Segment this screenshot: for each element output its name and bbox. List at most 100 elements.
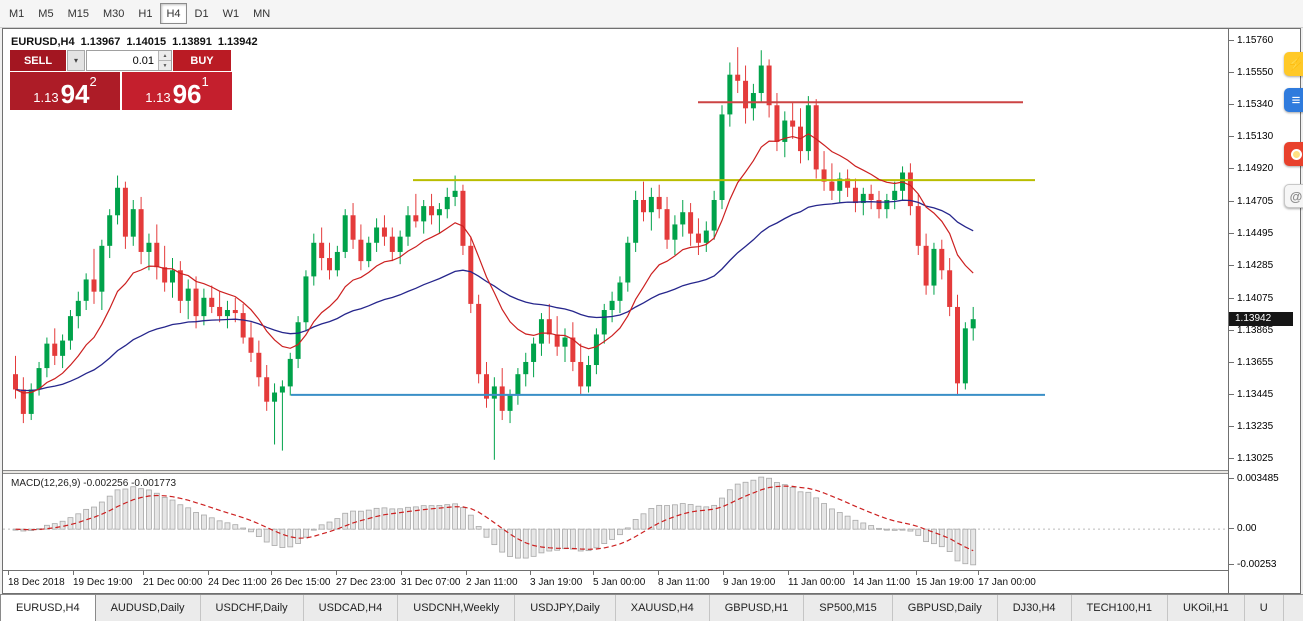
time-tick <box>73 571 74 575</box>
volume-input[interactable] <box>87 51 158 70</box>
tab-usdjpy-daily[interactable]: USDJPY,Daily <box>515 595 616 621</box>
timeframe-button-h1[interactable]: H1 <box>138 7 153 20</box>
tab-eurusd-h4[interactable]: EURUSD,H4 <box>0 595 96 621</box>
price-axis-label: 1.14920 <box>1228 163 1274 175</box>
ohlc-header: EURUSD,H4 1.13967 1.14015 1.13891 1.13942 <box>11 36 264 48</box>
price-axis-label: 1.14495 <box>1228 228 1274 240</box>
time-tick <box>466 571 467 575</box>
tab-gbpusd-h1[interactable]: GBPUSD,H1 <box>710 595 805 621</box>
timeframe-button-mn[interactable]: MN <box>253 7 271 20</box>
open-value: 1.13967 <box>80 36 121 48</box>
time-axis-label: 18 Dec 2018 <box>8 577 65 588</box>
candlesticks <box>13 47 976 460</box>
sell-price-box[interactable]: 1.13 94 2 <box>10 72 120 110</box>
sell-price-big: 94 <box>60 78 90 109</box>
symbol-tab-bar: EURUSD,H4 AUDUSD,Daily USDCHF,Daily USDCAD,… <box>0 594 1303 621</box>
time-axis-label: 21 Dec 00:00 <box>143 577 203 588</box>
time-tick <box>271 571 272 575</box>
sell-price-prefix: 1.13 <box>33 90 59 106</box>
time-tick <box>658 571 659 575</box>
macd-panel[interactable] <box>3 474 1228 570</box>
timeframe-button-m5[interactable]: M5 <box>38 7 54 20</box>
price-axis-label: 1.13865 <box>1228 324 1274 336</box>
time-tick <box>593 571 594 575</box>
tab-usdcad-h4[interactable]: USDCAD,H4 <box>304 595 399 621</box>
time-axis-label: 31 Dec 07:00 <box>401 577 461 588</box>
price-axis[interactable]: 1.13942 1.15760 1.15550 1.15340 1.15130 1.14… <box>1228 29 1300 593</box>
tab-dj30-h4[interactable]: DJ30,H4 <box>998 595 1072 621</box>
horizontal-lines <box>291 101 1045 396</box>
time-tick <box>336 571 337 575</box>
timeframe-button-w1[interactable]: W1 <box>222 7 240 20</box>
list-icon[interactable]: ≡ <box>1284 88 1303 112</box>
buy-price-big: 96 <box>172 78 202 109</box>
timeframe-button-d1[interactable]: D1 <box>194 7 209 20</box>
timeframe-toolbar: M1 M5 M15 M30 H1 H4 D1 W1 MN <box>0 0 1303 28</box>
time-tick <box>530 571 531 575</box>
price-axis-label: 1.15550 <box>1228 67 1274 79</box>
chevron-down-icon: ▾ <box>73 56 78 65</box>
tab-u[interactable]: U <box>1245 595 1284 621</box>
order-options-dropdown[interactable]: ▾ <box>67 50 85 71</box>
time-tick <box>978 571 979 575</box>
eye-icon[interactable] <box>1284 142 1303 166</box>
time-axis[interactable]: 18 Dec 2018 19 Dec 19:00 21 Dec 00:00 24 De… <box>3 570 1300 593</box>
tab-sp500-m15[interactable]: SP500,M15 <box>804 595 893 621</box>
ma-slow-line <box>15 199 974 392</box>
close-value: 1.13942 <box>217 36 258 48</box>
time-axis-label: 3 Jan 19:00 <box>530 577 583 588</box>
time-tick <box>8 571 9 575</box>
time-axis-label: 9 Jan 19:00 <box>723 577 776 588</box>
tab-xauusd-h4[interactable]: XAUUSD,H4 <box>616 595 710 621</box>
panel-splitter[interactable] <box>3 470 1300 474</box>
time-tick <box>723 571 724 575</box>
buy-price-sup: 1 <box>201 74 209 89</box>
timeframe-button-m30[interactable]: M30 <box>102 7 125 20</box>
macd-axis-label: 0.003485 <box>1229 473 1279 485</box>
time-axis-label: 19 Dec 19:00 <box>73 577 133 588</box>
buy-price-box[interactable]: 1.13 96 1 <box>122 72 232 110</box>
chart-area: EURUSD,H4 1.13967 1.14015 1.13891 1.13942 SE… <box>2 28 1301 594</box>
time-tick <box>143 571 144 575</box>
macd-indicator-label: MACD(12,26,9) -0.002256 -0.001773 <box>11 478 177 489</box>
time-axis-label: 11 Jan 00:00 <box>788 577 846 588</box>
tab-gbpusd-daily[interactable]: GBPUSD,Daily <box>893 595 998 621</box>
time-axis-label: 15 Jan 19:00 <box>916 577 974 588</box>
high-value: 1.14015 <box>126 36 167 48</box>
time-axis-label: 8 Jan 11:00 <box>658 577 710 588</box>
symbol-label: EURUSD,H4 <box>11 36 75 48</box>
price-axis-label: 1.13025 <box>1228 452 1274 464</box>
main-chart[interactable] <box>3 29 1228 470</box>
price-axis-label: 1.15130 <box>1228 131 1274 143</box>
time-axis-label: 14 Jan 11:00 <box>853 577 911 588</box>
time-axis-label: 2 Jan 11:00 <box>466 577 518 588</box>
volume-box: ▲ ▼ <box>86 50 172 71</box>
volume-up-icon[interactable]: ▲ <box>159 51 171 60</box>
sell-button[interactable]: SELL <box>10 50 66 71</box>
lightning-icon[interactable]: ⚡ <box>1284 52 1303 76</box>
current-price-badge: 1.13942 <box>1229 311 1293 326</box>
timeframe-button-m1[interactable]: M1 <box>9 7 25 20</box>
time-tick <box>916 571 917 575</box>
macd-axis-label: -0.00253 <box>1228 559 1277 571</box>
timeframe-button-h4[interactable]: H4 <box>160 3 187 24</box>
time-axis-label: 5 Jan 00:00 <box>593 577 646 588</box>
tab-usdchf-daily[interactable]: USDCHF,Daily <box>201 595 304 621</box>
timeframe-button-m15[interactable]: M15 <box>67 7 89 20</box>
price-axis-label: 1.14075 <box>1228 292 1274 304</box>
at-icon[interactable]: @ <box>1284 184 1303 208</box>
buy-button[interactable]: BUY <box>173 50 231 71</box>
price-axis-label: 1.15760 <box>1228 35 1274 47</box>
tab-usdcnh-weekly[interactable]: USDCNH,Weekly <box>398 595 516 621</box>
price-axis-label: 1.13445 <box>1228 388 1274 400</box>
tab-ukoil-h1[interactable]: UKOil,H1 <box>1168 595 1245 621</box>
price-axis-label: 1.14705 <box>1228 196 1274 208</box>
price-axis-label: 1.13655 <box>1228 356 1274 368</box>
buy-price-prefix: 1.13 <box>145 90 171 106</box>
volume-down-icon[interactable]: ▼ <box>159 60 171 70</box>
tab-audusd-daily[interactable]: AUDUSD,Daily <box>96 595 201 621</box>
tab-tech100-h1[interactable]: TECH100,H1 <box>1072 595 1168 621</box>
sell-price-sup: 2 <box>89 74 97 89</box>
